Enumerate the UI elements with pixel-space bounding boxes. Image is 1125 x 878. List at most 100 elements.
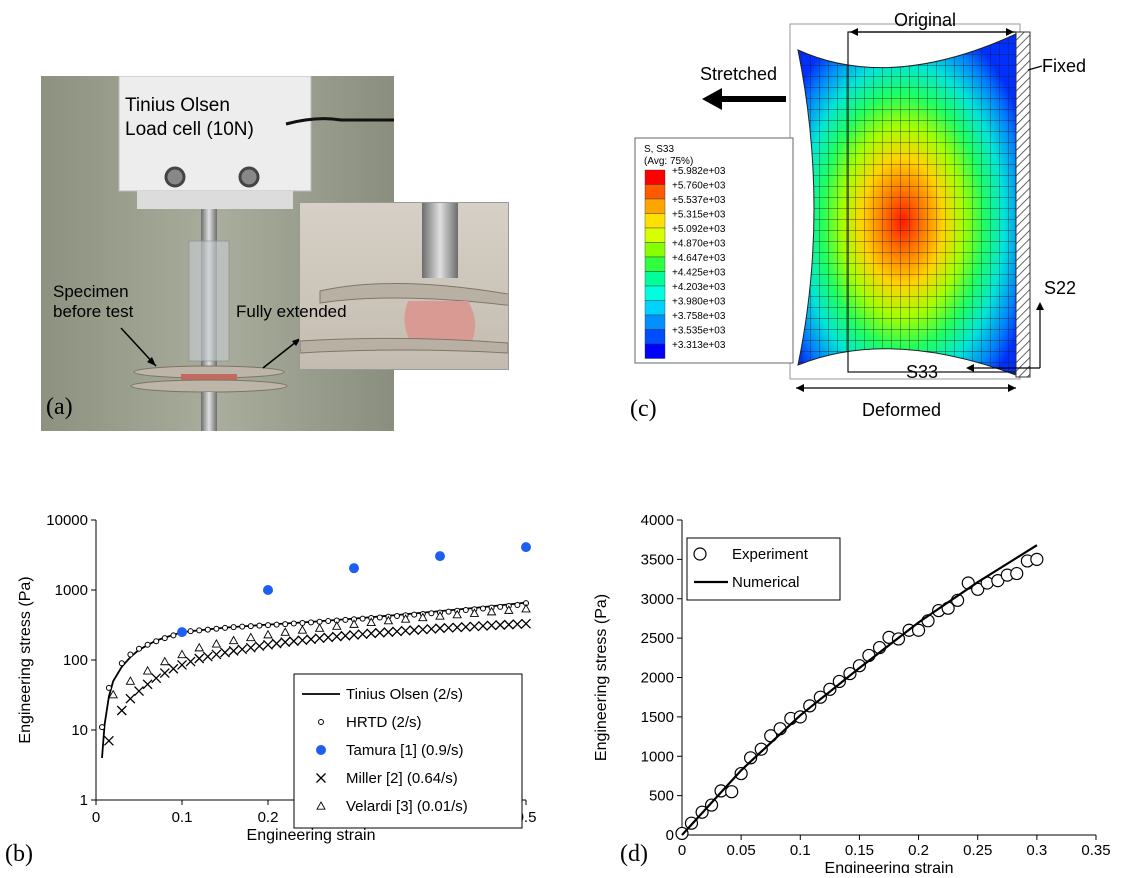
data-point-x <box>194 653 205 664</box>
legend-value: +5.537e+03 <box>672 195 726 206</box>
inset-rod <box>422 203 458 278</box>
chart-d-series <box>675 544 1044 841</box>
legend-value: +4.647e+03 <box>672 253 726 264</box>
specimen-label: Specimen before test <box>53 282 133 322</box>
data-point-circle <box>754 742 768 756</box>
data-point-triangle <box>177 649 187 659</box>
data-point-circle <box>734 766 748 781</box>
y-tick-label: 500 <box>649 788 674 805</box>
legend-label: Experiment <box>732 546 809 563</box>
data-point-x <box>168 663 179 674</box>
chart-d-axes: 0 500 1000 1500 2000 2500 3000 3500 4000 0 0.05 0.1… <box>593 512 1111 877</box>
y-tick-label: 1500 <box>641 709 674 726</box>
x-tick-label: 0.25 <box>963 842 992 859</box>
panel-b: 11010010001000000.10.20.30.40.5Engineeri… <box>0 498 560 873</box>
chart-d: 0 500 1000 1500 2000 2500 3000 3500 4000 0 0.05 0.1… <box>593 512 1111 877</box>
data-point-x <box>288 636 299 647</box>
data-point-circle <box>282 621 289 628</box>
specimen-label-line1: Specimen <box>53 282 129 301</box>
data-point-x <box>340 630 351 641</box>
data-point-circle <box>230 624 237 631</box>
data-point-circle <box>318 719 324 725</box>
x-tick-label: 0 <box>92 809 100 826</box>
data-point-x <box>323 632 334 643</box>
data-point-x <box>280 637 291 648</box>
data-point-triangle <box>383 615 394 625</box>
data-point-circle <box>256 622 263 629</box>
loadcell-label-line1: Tinius Olsen <box>125 95 230 116</box>
data-point-circle <box>480 605 486 612</box>
data-point-triangle <box>194 642 204 652</box>
data-point-circle <box>265 622 271 629</box>
y-tick-label: 3000 <box>641 591 674 608</box>
data-point-circle <box>852 659 867 673</box>
legend-swatch <box>644 343 666 359</box>
screw-left <box>164 166 186 188</box>
data-point-triangle <box>435 611 445 620</box>
deformed-label: Deformed <box>862 400 941 420</box>
legend-value: +5.760e+03 <box>672 181 726 192</box>
fe-mesh <box>798 34 1016 375</box>
legend-label: Tinius Olsen (2/s) <box>346 686 463 703</box>
legend-swatch <box>644 213 666 229</box>
legend-title-line2: (Avg: 75%) <box>644 156 693 167</box>
sleeve <box>188 240 230 362</box>
cable <box>285 117 394 126</box>
lower-rod <box>201 392 217 431</box>
data-point-filled <box>349 563 359 574</box>
y-tick-label: 1 <box>80 792 88 809</box>
data-point-circle <box>823 682 837 696</box>
data-point-x <box>314 633 325 644</box>
specimen-arrowhead <box>147 357 156 366</box>
data-point-circle <box>394 613 400 620</box>
legend-value: +3.980e+03 <box>672 297 726 308</box>
load-cell-base <box>137 191 293 209</box>
x-tick-label: 0.2 <box>258 809 279 826</box>
data-point-triangle <box>521 603 531 613</box>
stretched-label: Stretched <box>700 64 777 84</box>
legend-value: +5.092e+03 <box>672 224 726 235</box>
data-point-circle <box>428 610 435 617</box>
x-tick-label: 0.35 <box>1081 842 1110 859</box>
panel-b-letter: (b) <box>5 841 33 867</box>
y-tick-label: 10000 <box>46 512 88 529</box>
screw-right <box>238 166 260 188</box>
fixed-label: Fixed <box>1042 56 1086 76</box>
chart-d-legend <box>686 537 841 601</box>
x-tick-label: 0.1 <box>790 842 811 859</box>
data-point-circle <box>239 623 246 630</box>
data-point-x <box>331 631 342 642</box>
data-point-triangle <box>486 606 497 616</box>
legend-swatch <box>644 314 666 330</box>
data-point-circle <box>144 641 151 648</box>
data-point-circle <box>832 674 846 689</box>
data-point-x <box>478 620 488 631</box>
legend-title-line1: S, S33 <box>644 144 674 155</box>
data-point-triangle <box>452 609 462 619</box>
s22-label: S22 <box>1044 278 1076 298</box>
data-point-triangle <box>142 665 153 675</box>
data-point-x <box>521 618 531 629</box>
data-point-triangle <box>228 635 239 645</box>
data-point-triangle <box>469 608 480 617</box>
data-point-circle <box>1030 552 1044 566</box>
data-point-x <box>271 638 282 649</box>
data-point-circle <box>359 615 366 622</box>
s33-arrowhead <box>966 364 974 372</box>
extended-label: Fully extended <box>236 302 347 321</box>
y-tick-label: 2500 <box>641 630 674 647</box>
data-point-triangle <box>418 612 428 622</box>
data-point-circle <box>813 690 827 704</box>
legend-swatch <box>644 271 666 287</box>
data-point-circle <box>1010 566 1024 581</box>
data-point-x <box>134 686 144 697</box>
fixed-wall <box>1015 31 1031 378</box>
legend-swatch <box>644 256 666 272</box>
data-point-triangle <box>263 629 273 639</box>
y-tick-label: 1000 <box>641 748 674 765</box>
legend-swatch <box>644 227 666 243</box>
data-point-circle <box>196 627 203 634</box>
data-point-triangle <box>314 623 325 632</box>
data-point-circle <box>725 785 739 799</box>
data-point-x <box>503 619 514 630</box>
